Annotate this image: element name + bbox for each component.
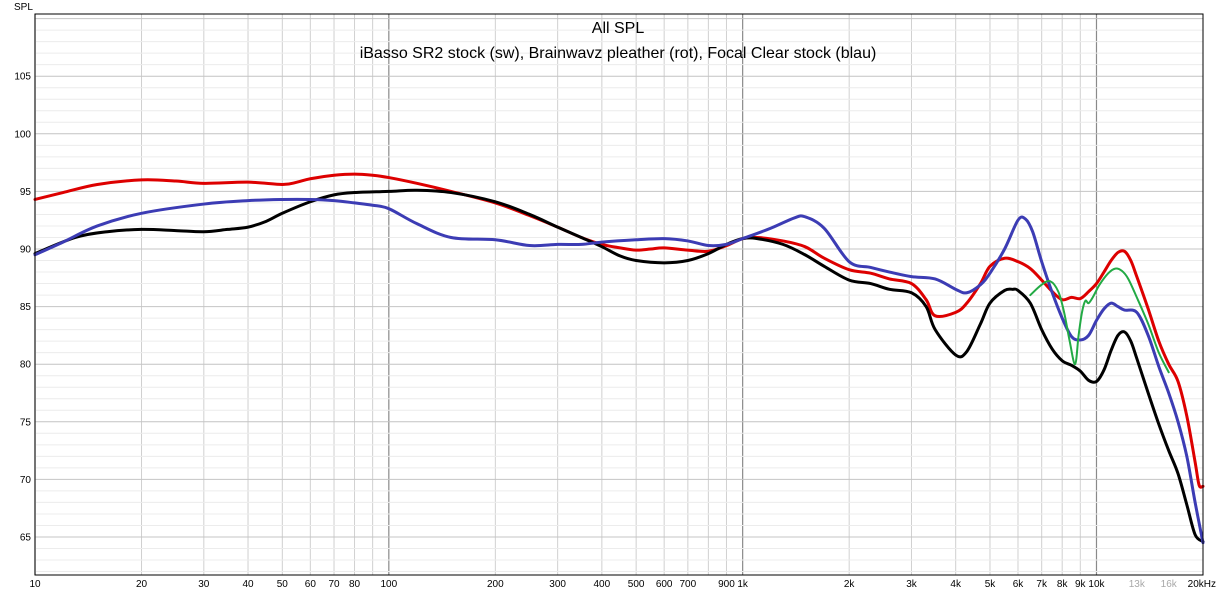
x-tick-label: 70	[328, 579, 340, 590]
x-tick-label: 900	[718, 579, 735, 590]
y-tick-label: 85	[20, 302, 32, 313]
x-tick-label: 7k	[1036, 579, 1048, 590]
x-tick-label: 300	[549, 579, 566, 590]
x-tick-label: 2k	[844, 579, 856, 590]
y-tick-label: 75	[20, 417, 32, 428]
series-lines	[33, 172, 1205, 545]
y-tick-label: 105	[14, 72, 31, 83]
series-line-3	[33, 197, 1205, 545]
chart-title: All SPL	[592, 20, 645, 37]
y-axis: 65 70 75 80 85 90 95 100 105	[14, 72, 31, 544]
x-tick-label: 30	[198, 579, 210, 590]
grid	[34, 14, 1204, 575]
y-tick-label: 95	[20, 187, 32, 198]
x-tick-label: 500	[628, 579, 645, 590]
y-tick-label: 80	[20, 360, 32, 371]
x-tick-label: 10	[29, 579, 41, 590]
x-tick-label: 50	[277, 579, 289, 590]
x-tick-label: 40	[242, 579, 254, 590]
y-tick-label: 70	[20, 475, 32, 486]
x-tick-label: 400	[594, 579, 611, 590]
x-tick-label: 20	[136, 579, 148, 590]
x-tick-label: 10k	[1088, 579, 1105, 590]
x-tick-label: 5k	[985, 579, 997, 590]
series-line-2	[33, 188, 1205, 544]
x-tick-label: 20kHz	[1188, 579, 1216, 590]
x-tick-label: 6k	[1013, 579, 1025, 590]
x-tick-label: 8k	[1057, 579, 1069, 590]
x-tick-label: 700	[680, 579, 697, 590]
y-tick-label: 65	[20, 532, 32, 543]
y-axis-label: SPL	[14, 2, 33, 13]
x-tick-label: 200	[487, 579, 504, 590]
x-tick-label: 4k	[950, 579, 962, 590]
plot-frame	[34, 13, 1204, 576]
chart-subtitle: iBasso SR2 stock (sw), Brainwavz pleathe…	[360, 45, 877, 62]
x-tick-label: 3k	[906, 579, 918, 590]
x-tick-label: 13k	[1129, 579, 1146, 590]
x-tick-label: 1k	[737, 579, 749, 590]
y-tick-label: 90	[20, 244, 32, 255]
series-line-4	[1029, 267, 1170, 374]
x-axis: 10 20 30 40 50 60 70 80 100 200 300 400 500 600 700 900…	[29, 579, 1216, 590]
x-tick-label: 60	[305, 579, 317, 590]
x-tick-label: 100	[380, 579, 397, 590]
series-line-1	[33, 172, 1205, 489]
x-tick-label: 80	[349, 579, 361, 590]
x-tick-label: 600	[656, 579, 673, 590]
x-tick-label: 16k	[1161, 579, 1178, 590]
x-tick-label: 9k	[1075, 579, 1087, 590]
y-tick-label: 100	[14, 129, 31, 140]
